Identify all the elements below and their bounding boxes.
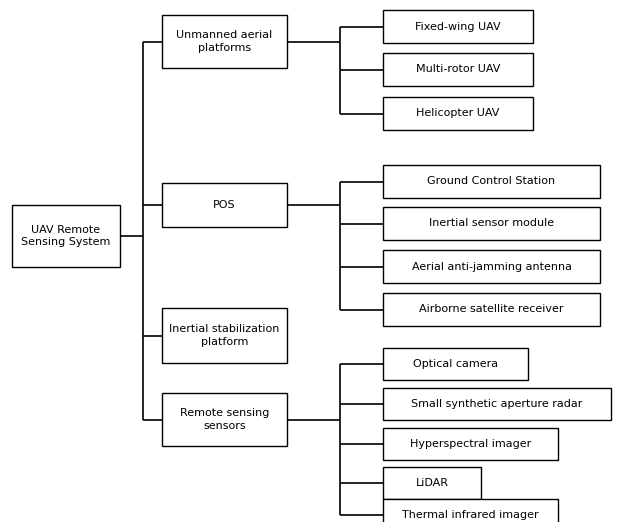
Text: Remote sensing
sensors: Remote sensing sensors [180,408,269,431]
FancyBboxPatch shape [383,428,558,460]
Text: LiDAR: LiDAR [415,478,449,488]
FancyBboxPatch shape [383,165,600,198]
Text: Small synthetic aperture radar: Small synthetic aperture radar [412,399,582,409]
Text: Ground Control Station: Ground Control Station [428,176,556,186]
FancyBboxPatch shape [12,205,120,267]
FancyBboxPatch shape [383,53,533,86]
Text: Unmanned aerial
platforms: Unmanned aerial platforms [177,30,273,53]
Text: Airborne satellite receiver: Airborne satellite receiver [419,304,564,314]
FancyBboxPatch shape [383,250,600,283]
Text: Aerial anti-jamming antenna: Aerial anti-jamming antenna [412,262,572,271]
FancyBboxPatch shape [383,467,481,499]
FancyBboxPatch shape [383,97,533,130]
Text: Optical camera: Optical camera [413,359,498,369]
FancyBboxPatch shape [162,308,287,363]
Text: Multi-rotor UAV: Multi-rotor UAV [416,65,500,75]
FancyBboxPatch shape [383,388,611,420]
FancyBboxPatch shape [383,348,528,380]
FancyBboxPatch shape [383,10,533,43]
Text: UAV Remote
Sensing System: UAV Remote Sensing System [21,225,111,247]
FancyBboxPatch shape [383,499,558,522]
Text: Helicopter UAV: Helicopter UAV [416,109,500,118]
Text: POS: POS [213,200,236,210]
Text: Hyperspectral imager: Hyperspectral imager [410,439,531,449]
FancyBboxPatch shape [162,15,287,68]
Text: Inertial sensor module: Inertial sensor module [429,219,554,229]
Text: Thermal infrared imager: Thermal infrared imager [402,510,539,520]
Text: Fixed-wing UAV: Fixed-wing UAV [415,21,501,31]
Text: Inertial stabilization
platform: Inertial stabilization platform [170,324,280,347]
FancyBboxPatch shape [383,207,600,240]
FancyBboxPatch shape [383,293,600,326]
FancyBboxPatch shape [162,183,287,227]
FancyBboxPatch shape [162,393,287,446]
